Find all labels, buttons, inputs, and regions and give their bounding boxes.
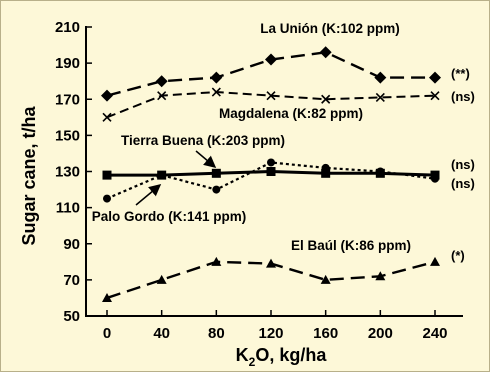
data-point [211, 87, 221, 97]
data-point [430, 91, 440, 101]
data-point [212, 185, 221, 194]
y-tick-label: 90 [63, 236, 80, 253]
series-label-2: Tierra Buena (K:203 ppm) [121, 133, 285, 148]
data-point [319, 46, 332, 59]
data-point [320, 274, 331, 284]
x-tick-label: 120 [258, 325, 283, 342]
significance-label-2: (ns) [451, 157, 475, 172]
data-point [321, 94, 331, 104]
x-tick-label: 40 [153, 325, 170, 342]
data-point [102, 112, 112, 122]
x-axis-title-main: K [236, 345, 249, 365]
x-tick-label: 80 [208, 325, 225, 342]
data-point [266, 91, 276, 101]
x-axis-title-rest: O, kg/ha [255, 345, 327, 365]
tick-marks: 50 70 90 110 130 150 170 190 210 0 40 80 120 160 200 24… [55, 19, 448, 342]
series-markers [101, 46, 441, 302]
y-tick-label: 210 [55, 19, 80, 36]
x-tick-label: 160 [313, 325, 338, 342]
y-tick-label: 50 [63, 308, 80, 325]
significance-label-1: (ns) [451, 89, 475, 104]
data-point [102, 170, 112, 180]
data-point [376, 167, 385, 176]
data-point [321, 163, 330, 172]
series-labels: La Unión (K:102 ppm) (**) Magdalena (K:82 … [92, 21, 475, 263]
significance-label-0: (**) [451, 66, 470, 81]
pointer-palo-gordo [135, 184, 162, 206]
data-point [157, 91, 167, 101]
series-label-1: Magdalena (K:82 ppm) [219, 106, 363, 121]
data-point [374, 71, 387, 84]
series-label-0: La Unión (K:102 ppm) [260, 21, 400, 36]
data-point [265, 53, 277, 66]
y-tick-label: 190 [55, 55, 80, 72]
series-label-3: Palo Gordo (K:141 ppm) [92, 209, 247, 224]
data-point [211, 256, 222, 266]
data-point [156, 274, 167, 284]
data-point [429, 71, 441, 84]
data-point [321, 168, 331, 178]
data-point [375, 271, 386, 281]
y-tick-label: 70 [63, 272, 80, 289]
data-point [266, 258, 276, 268]
y-tick-label: 130 [55, 164, 80, 181]
x-tick-label: 240 [422, 325, 447, 342]
data-point [103, 194, 111, 203]
pointer-tierra-buena [195, 150, 217, 168]
data-point [211, 168, 221, 178]
data-point [430, 256, 440, 266]
y-tick-label: 150 [55, 127, 80, 144]
series-label-4: El Baúl (K:86 ppm) [291, 238, 411, 253]
significance-label-3: (ns) [451, 176, 475, 191]
x-axis-title: K2O, kg/ha [236, 345, 328, 369]
significance-label-4: (*) [451, 248, 465, 263]
data-point [155, 75, 168, 88]
x-tick-label: 0 [103, 325, 111, 342]
data-point [102, 292, 112, 302]
data-point [267, 158, 275, 167]
data-point [266, 167, 276, 176]
label-pointers [135, 150, 217, 206]
y-tick-label: 170 [55, 91, 80, 108]
data-point [101, 89, 113, 102]
y-tick-label: 110 [56, 200, 80, 217]
data-point [157, 171, 166, 180]
y-axis-title: Sugar cane, t/ha [19, 105, 39, 245]
data-point [210, 71, 223, 84]
data-point [375, 92, 385, 103]
x-tick-label: 200 [368, 325, 393, 342]
data-point [431, 174, 439, 183]
x-axis-title-subscript: 2 [249, 355, 256, 369]
